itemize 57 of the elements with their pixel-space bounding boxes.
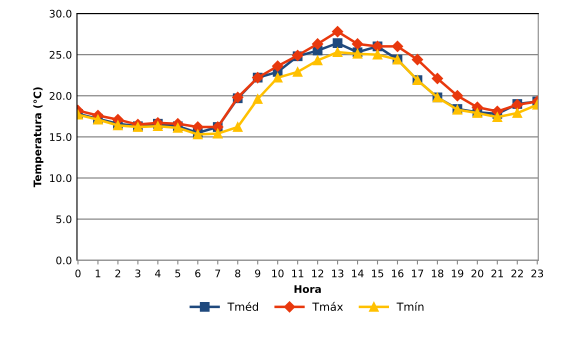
point bbox=[512, 108, 522, 118]
x-tick-label: 1 bbox=[96, 270, 100, 278]
point bbox=[372, 50, 382, 60]
x-tick-label: 9 bbox=[255, 269, 260, 278]
x-tick-label: 5 bbox=[175, 270, 180, 278]
y-axis-title: Temperatura (°C) bbox=[33, 87, 44, 188]
point bbox=[312, 38, 324, 50]
x-tick-label: 2 bbox=[115, 269, 120, 278]
x-tick-label: 7 bbox=[215, 270, 220, 278]
point bbox=[272, 60, 284, 72]
x-tick-label: 0 bbox=[75, 269, 81, 278]
x-tick-label: 13 bbox=[332, 269, 344, 278]
point bbox=[252, 94, 263, 104]
y-tick-label: 20.0 bbox=[50, 92, 72, 100]
x-tick-label: 19 bbox=[452, 269, 464, 278]
point bbox=[292, 67, 302, 77]
y-tick-label: 10.0 bbox=[50, 174, 72, 182]
y-tick-label: 30.0 bbox=[50, 10, 72, 18]
x-tick-label: 16 bbox=[392, 269, 404, 278]
point bbox=[492, 112, 502, 122]
x-tick-label: 10 bbox=[272, 269, 284, 278]
legend-label: Tmáx bbox=[312, 302, 343, 311]
y-tick-label: 5.0 bbox=[56, 215, 72, 224]
legend-label: Tmín bbox=[396, 302, 424, 311]
y-tick-label: 25.0 bbox=[50, 50, 72, 59]
point bbox=[312, 56, 322, 66]
legend-label: Tméd bbox=[227, 302, 258, 311]
y-tick-label: 0.0 bbox=[56, 256, 72, 264]
point bbox=[392, 40, 404, 52]
point bbox=[352, 38, 364, 50]
x-tick-label: 6 bbox=[195, 269, 200, 278]
point bbox=[412, 54, 424, 66]
point bbox=[272, 72, 283, 83]
x-tick-label: 14 bbox=[352, 270, 364, 278]
point bbox=[192, 121, 204, 133]
y-tick-label: 15.0 bbox=[50, 133, 72, 141]
point bbox=[432, 72, 444, 84]
x-tick-label: 8 bbox=[235, 269, 240, 278]
x-axis-title: Hora bbox=[294, 285, 321, 293]
x-tick-label: 20 bbox=[471, 269, 484, 278]
x-tick-label: 17 bbox=[412, 270, 424, 278]
x-tick-label: 12 bbox=[312, 269, 324, 278]
x-tick-label: 11 bbox=[292, 270, 304, 278]
x-tick-label: 23 bbox=[531, 269, 544, 278]
point bbox=[332, 38, 342, 48]
x-tick-label: 3 bbox=[135, 269, 140, 278]
point bbox=[332, 47, 342, 58]
point bbox=[212, 128, 223, 138]
x-tick-label: 15 bbox=[372, 270, 384, 278]
x-tick-label: 21 bbox=[491, 269, 503, 278]
x-tick-label: 18 bbox=[432, 269, 444, 278]
x-tick-label: 4 bbox=[155, 270, 161, 278]
point bbox=[452, 90, 463, 102]
x-tick-label: 22 bbox=[511, 269, 523, 278]
point bbox=[232, 122, 243, 132]
point bbox=[152, 121, 163, 132]
point bbox=[332, 26, 344, 38]
